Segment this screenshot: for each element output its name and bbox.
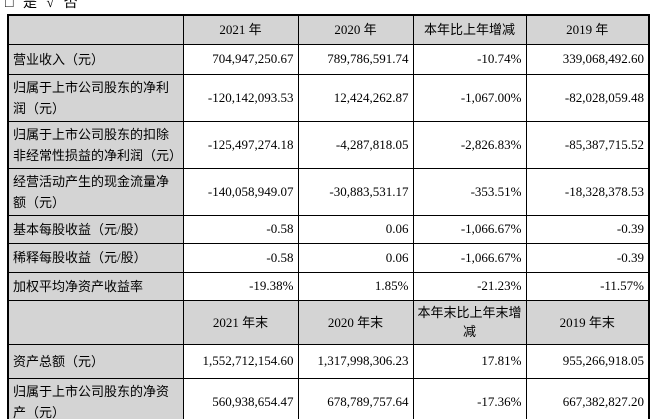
row-operating-cash-flow: 经营活动产生的现金流量净额（元） -140,058,949.07 -30,883…	[7, 167, 650, 216]
yes-no-checkbox-note: □ 是 √ 否	[5, 0, 81, 11]
header-2021: 2021 年	[182, 14, 299, 45]
header-yoy-change: 本年比上年增减	[412, 14, 527, 45]
value-2019-end: 667,382,827.20	[525, 377, 650, 419]
yoy-change: -353.51%	[412, 167, 527, 216]
corner-cell	[7, 299, 184, 345]
corner-cell	[7, 14, 184, 45]
yoy-end-change: 17.81%	[412, 343, 527, 379]
key-financials-table: 2021 年 2020 年 本年比上年增减 2019 年 营业收入（元） 704…	[7, 14, 650, 419]
row-diluted-eps: 稀释每股收益（元/股） -0.58 0.06 -1,066.67% -0.39	[7, 242, 650, 273]
metric-label: 经营活动产生的现金流量净额（元）	[7, 167, 184, 216]
row-revenue: 营业收入（元） 704,947,250.67 789,786,591.74 -1…	[7, 43, 650, 75]
period-header-row: 2021 年 2020 年 本年比上年增减 2019 年	[7, 14, 650, 45]
value-2021: -125,497,274.18	[182, 120, 299, 169]
metric-label: 加权平均净资产收益率	[7, 271, 184, 301]
value-2019: -0.39	[525, 214, 650, 244]
value-2019: -85,387,715.52	[525, 120, 650, 169]
value-2020: 12,424,262.87	[297, 73, 414, 122]
row-total-assets: 资产总额（元） 1,552,712,154.60 1,317,998,306.2…	[7, 343, 650, 379]
row-weighted-avg-roe: 加权平均净资产收益率 -19.38% 1.85% -21.23% -11.57%	[7, 271, 650, 301]
yoy-change: -1,066.67%	[412, 214, 527, 244]
value-2020: -30,883,531.17	[297, 167, 414, 216]
header-2021-end: 2021 年末	[182, 299, 299, 345]
metric-label: 归属于上市公司股东的净利润（元）	[7, 73, 184, 122]
value-2019: 339,068,492.60	[525, 43, 650, 75]
value-2021: -0.58	[182, 214, 299, 244]
yoy-change: -21.23%	[412, 271, 527, 301]
header-2019: 2019 年	[525, 14, 650, 45]
value-2019-end: 955,266,918.05	[525, 343, 650, 379]
header-2020-end: 2020 年末	[297, 299, 414, 345]
metric-label: 营业收入（元）	[7, 43, 184, 75]
value-2021: -19.38%	[182, 271, 299, 301]
value-2020-end: 1,317,998,306.23	[297, 343, 414, 379]
yoy-change: -10.74%	[412, 43, 527, 75]
row-net-profit: 归属于上市公司股东的净利润（元） -120,142,093.53 12,424,…	[7, 73, 650, 122]
row-net-assets: 归属于上市公司股东的净资产（元） 560,938,654.47 678,789,…	[7, 377, 650, 419]
value-2021: -0.58	[182, 242, 299, 273]
header-2019-end: 2019 年末	[525, 299, 650, 345]
yoy-change: -1,066.67%	[412, 242, 527, 273]
value-2020: -4,287,818.05	[297, 120, 414, 169]
value-2019: -82,028,059.48	[525, 73, 650, 122]
header-2020: 2020 年	[297, 14, 414, 45]
value-2020: 1.85%	[297, 271, 414, 301]
row-basic-eps: 基本每股收益（元/股） -0.58 0.06 -1,066.67% -0.39	[7, 214, 650, 244]
value-2021: -140,058,949.07	[182, 167, 299, 216]
metric-label: 归属于上市公司股东的扣除非经常性损益的净利润（元）	[7, 120, 184, 169]
metric-label: 稀释每股收益（元/股）	[7, 242, 184, 273]
metric-label: 基本每股收益（元/股）	[7, 214, 184, 244]
metric-label: 归属于上市公司股东的净资产（元）	[7, 377, 184, 419]
row-net-profit-excl-nonrecurring: 归属于上市公司股东的扣除非经常性损益的净利润（元） -125,497,274.1…	[7, 120, 650, 169]
value-2020: 789,786,591.74	[297, 43, 414, 75]
value-2021-end: 560,938,654.47	[182, 377, 299, 419]
yoy-change: -1,067.00%	[412, 73, 527, 122]
yoy-end-change: -17.36%	[412, 377, 527, 419]
header-yoy-end-change: 本年末比上年末增减	[412, 299, 527, 345]
value-2021: -120,142,093.53	[182, 73, 299, 122]
metric-label: 资产总额（元）	[7, 343, 184, 379]
value-2021: 704,947,250.67	[182, 43, 299, 75]
value-2020-end: 678,789,757.64	[297, 377, 414, 419]
value-2019: -11.57%	[525, 271, 650, 301]
value-2020: 0.06	[297, 242, 414, 273]
value-2019: -18,328,378.53	[525, 167, 650, 216]
value-2019: -0.39	[525, 242, 650, 273]
yoy-change: -2,826.83%	[412, 120, 527, 169]
value-2021-end: 1,552,712,154.60	[182, 343, 299, 379]
period-end-header-row: 2021 年末 2020 年末 本年末比上年末增减 2019 年末	[7, 299, 650, 345]
value-2020: 0.06	[297, 214, 414, 244]
